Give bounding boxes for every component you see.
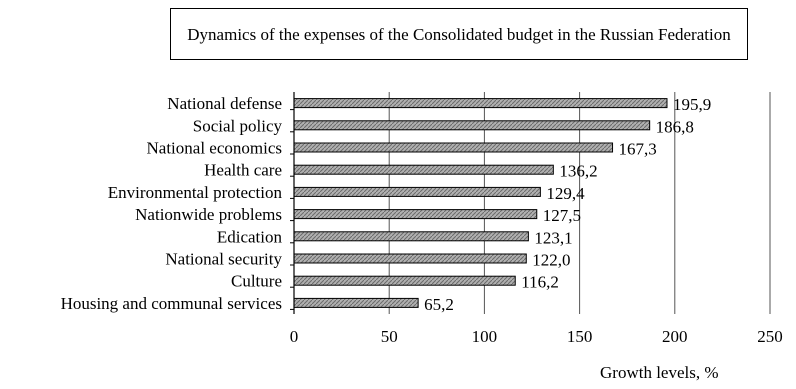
data-label: 122,0 [532, 251, 570, 270]
x-tick-label: 0 [290, 327, 299, 346]
bars [293, 98, 668, 308]
category-label: National defense [167, 94, 282, 113]
x-tick-label: 200 [662, 327, 688, 346]
data-label: 129,4 [546, 184, 585, 203]
data-label: 186,8 [656, 117, 694, 136]
x-axis-label: Growth levels, % [600, 363, 719, 382]
data-label: 116,2 [521, 273, 559, 292]
category-label: National economics [147, 139, 283, 158]
data-label: 136,2 [559, 162, 597, 181]
bar [293, 98, 668, 109]
x-tick-label: 50 [381, 327, 398, 346]
x-tick-label: 100 [472, 327, 498, 346]
labels: 0 50 100 150 200 250 National defense 195,9 Soci… [61, 94, 783, 346]
x-tick-label: 150 [567, 327, 593, 346]
axes [290, 92, 295, 314]
bar [293, 231, 529, 242]
category-label: Edication [217, 227, 283, 246]
chart-title: Dynamics of the expenses of the Consolid… [170, 8, 748, 60]
bar [293, 164, 554, 175]
bar [293, 186, 541, 197]
data-label: 65,2 [424, 295, 454, 314]
data-label: 123,1 [534, 228, 572, 247]
category-label: National security [165, 250, 282, 269]
category-label: Environmental protection [108, 183, 283, 202]
data-label: 195,9 [673, 95, 711, 114]
category-label: Housing and communal services [61, 294, 282, 313]
bar [293, 209, 538, 220]
category-label: Social policy [193, 116, 283, 135]
category-label: Health care [204, 161, 282, 180]
x-tick-label: 250 [757, 327, 783, 346]
bar [293, 253, 527, 264]
bar [293, 120, 651, 131]
data-label: 167,3 [619, 140, 657, 159]
category-label: Nationwide problems [135, 205, 282, 224]
bar [293, 297, 419, 308]
bar [293, 142, 614, 153]
data-label: 127,5 [543, 206, 581, 225]
bar [293, 275, 516, 286]
category-label: Culture [231, 272, 282, 291]
